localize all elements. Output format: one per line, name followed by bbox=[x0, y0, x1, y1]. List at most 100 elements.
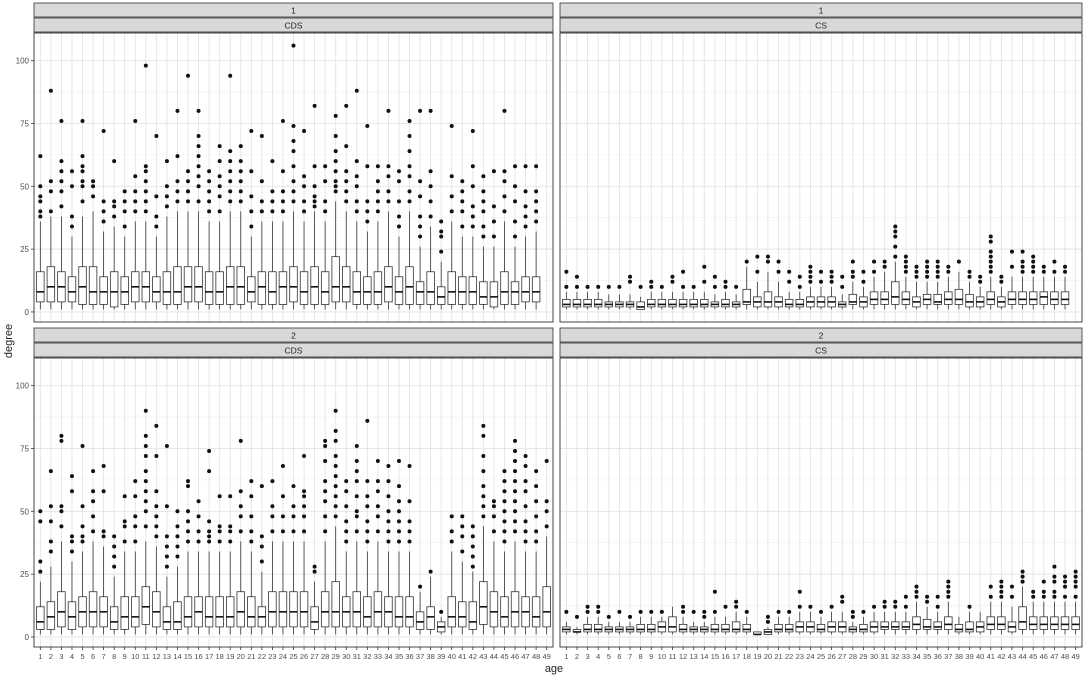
outlier-point bbox=[935, 264, 940, 269]
outlier-point bbox=[354, 514, 359, 519]
box-age-6 bbox=[615, 609, 624, 635]
outlier-point bbox=[513, 469, 518, 474]
outlier-point bbox=[323, 499, 328, 504]
x-tick-label: 37 bbox=[944, 652, 952, 661]
outlier-point bbox=[502, 194, 507, 199]
box-age-42 bbox=[997, 579, 1006, 635]
x-tick-label: 30 bbox=[342, 652, 350, 661]
box-age-21 bbox=[247, 129, 256, 310]
box-age-11 bbox=[141, 63, 151, 310]
outlier-point bbox=[914, 269, 919, 274]
outlier-point bbox=[523, 189, 528, 194]
x-tick-label: 33 bbox=[374, 652, 382, 661]
outlier-point bbox=[386, 539, 391, 544]
outlier-point bbox=[829, 274, 834, 279]
outlier-point bbox=[1009, 584, 1014, 589]
outlier-point bbox=[649, 284, 654, 289]
outlier-point bbox=[69, 224, 74, 229]
box-age-11 bbox=[668, 274, 677, 310]
outlier-point bbox=[386, 199, 391, 204]
outlier-point bbox=[449, 194, 454, 199]
x-tick-label: 19 bbox=[226, 652, 234, 661]
outlier-point bbox=[988, 239, 993, 244]
outlier-point bbox=[681, 284, 686, 289]
box-age-13 bbox=[689, 609, 698, 635]
outlier-point bbox=[386, 174, 391, 179]
outlier-point bbox=[407, 149, 412, 154]
outlier-point bbox=[491, 504, 496, 509]
outlier-point bbox=[502, 529, 507, 534]
box-age-15 bbox=[710, 589, 720, 635]
outlier-point bbox=[1073, 574, 1078, 579]
box-age-29 bbox=[331, 408, 340, 635]
outlier-point bbox=[470, 534, 475, 539]
box-age-1 bbox=[562, 609, 571, 635]
iqr-box bbox=[731, 621, 741, 633]
outlier-point bbox=[101, 464, 106, 469]
outlier-point bbox=[48, 189, 53, 194]
outlier-point bbox=[175, 108, 180, 113]
outlier-point bbox=[523, 214, 528, 219]
box-age-31 bbox=[352, 88, 361, 310]
iqr-box bbox=[531, 596, 541, 628]
y-tick-label: 25 bbox=[20, 570, 29, 579]
outlier-point bbox=[819, 269, 823, 274]
outlier-point bbox=[681, 609, 686, 614]
outlier-point bbox=[893, 224, 898, 229]
iqr-box bbox=[320, 591, 330, 628]
outlier-point bbox=[585, 284, 590, 289]
box-age-40 bbox=[975, 611, 985, 635]
iqr-box bbox=[415, 281, 425, 305]
y-tick-label: 75 bbox=[20, 119, 29, 128]
iqr-box bbox=[236, 266, 245, 305]
iqr-box bbox=[257, 271, 267, 305]
outlier-point bbox=[712, 284, 717, 289]
outlier-point bbox=[333, 149, 338, 154]
outlier-point bbox=[69, 489, 74, 494]
y-tick-label: 100 bbox=[16, 57, 30, 66]
iqr-box bbox=[859, 623, 868, 633]
outlier-point bbox=[164, 534, 169, 539]
x-tick-label: 13 bbox=[163, 652, 171, 661]
x-tick-label: 9 bbox=[649, 652, 653, 661]
x-tick-label: 46 bbox=[511, 652, 519, 661]
outlier-point bbox=[386, 479, 391, 484]
outlier-point bbox=[418, 108, 423, 113]
outlier-point bbox=[449, 174, 454, 179]
x-tick-label: 42 bbox=[997, 652, 1005, 661]
iqr-box bbox=[1050, 291, 1059, 305]
outlier-point bbox=[143, 63, 148, 68]
iqr-box bbox=[310, 606, 319, 630]
outlier-point bbox=[914, 584, 919, 589]
outlier-point bbox=[988, 249, 993, 254]
outlier-point bbox=[850, 259, 855, 264]
outlier-point bbox=[470, 544, 475, 549]
outlier-point bbox=[734, 604, 739, 609]
panel-border bbox=[559, 32, 1083, 323]
outlier-point bbox=[935, 259, 940, 264]
outlier-point bbox=[354, 209, 359, 214]
outlier-point bbox=[344, 479, 349, 484]
outlier-point bbox=[312, 194, 317, 199]
outlier-point bbox=[122, 524, 127, 529]
box-age-44 bbox=[1018, 569, 1027, 635]
outlier-point bbox=[344, 539, 349, 544]
iqr-box bbox=[933, 621, 942, 630]
iqr-box bbox=[965, 621, 974, 633]
outlier-point bbox=[585, 604, 590, 609]
outlier-point bbox=[460, 199, 465, 204]
outlier-point bbox=[386, 494, 391, 499]
outlier-point bbox=[1041, 269, 1046, 274]
outlier-point bbox=[946, 589, 951, 594]
box-age-26 bbox=[299, 129, 309, 310]
outlier-point bbox=[333, 454, 338, 459]
outlier-point bbox=[681, 604, 686, 609]
outlier-point bbox=[133, 189, 138, 194]
facet-strip-inner-label: CDS bbox=[285, 346, 303, 356]
iqr-box bbox=[880, 621, 889, 630]
outlier-point bbox=[354, 459, 359, 464]
outlier-point bbox=[481, 174, 486, 179]
iqr-box bbox=[1007, 291, 1017, 305]
x-tick-label: 38 bbox=[955, 652, 963, 661]
box-age-9 bbox=[120, 494, 129, 635]
